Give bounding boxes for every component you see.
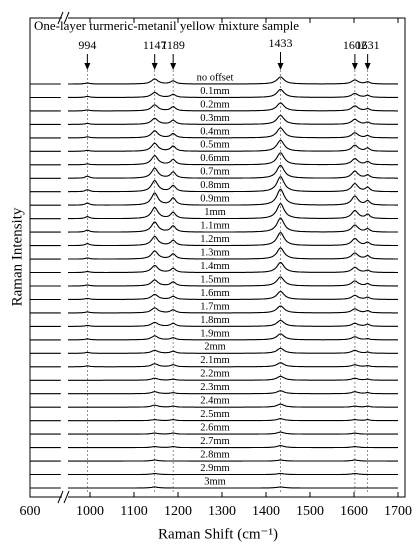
series-label: 0.6mm xyxy=(200,153,229,164)
series-label: 3mm xyxy=(204,476,226,487)
break-gap xyxy=(62,10,68,24)
break-gap xyxy=(62,491,68,505)
spectrum xyxy=(30,232,398,247)
chart-title: One-layer turmeric-metanil yellow mixtur… xyxy=(34,18,299,33)
series-label: 2.4mm xyxy=(200,396,229,407)
series-label: 1.2mm xyxy=(200,234,229,245)
series-label: 0.4mm xyxy=(200,126,229,137)
series-label: 2mm xyxy=(204,342,226,353)
spectrum xyxy=(30,333,398,341)
spectrum xyxy=(30,472,398,476)
series-label: 2.7mm xyxy=(200,436,229,447)
break-marks xyxy=(57,11,70,504)
spectrum xyxy=(30,403,398,408)
spectrum xyxy=(30,114,398,125)
peak-label: 1602 xyxy=(343,38,367,52)
x-tick-label: 1500 xyxy=(296,504,324,519)
spectrum xyxy=(30,362,398,368)
spectrum xyxy=(30,164,398,179)
series-label: 0.1mm xyxy=(200,86,229,97)
y-axis-label: Raman Intensity xyxy=(9,207,25,306)
spectrum xyxy=(30,217,398,233)
peak-arrowhead xyxy=(351,63,358,70)
spectrum xyxy=(30,431,398,435)
peak-arrowhead xyxy=(151,63,158,70)
spectrum xyxy=(30,188,398,206)
series-label: 2.3mm xyxy=(200,382,229,393)
series-label: 1mm xyxy=(204,207,226,218)
series-label: 1.8mm xyxy=(200,315,229,326)
spectrum xyxy=(30,127,398,139)
series-label: 2.9mm xyxy=(200,463,229,474)
series-label: 2.2mm xyxy=(200,369,229,380)
spectrum xyxy=(30,139,398,152)
spectrum xyxy=(30,88,398,99)
spectrum xyxy=(30,445,398,449)
x-tick-label: 1000 xyxy=(76,504,104,519)
series-label: no offset xyxy=(197,72,234,83)
spectrum xyxy=(30,276,398,287)
series-label: 2.5mm xyxy=(200,409,229,420)
spectrum xyxy=(30,102,398,112)
spectrum xyxy=(30,390,398,395)
spectrum xyxy=(30,247,398,260)
spectrum xyxy=(30,319,398,327)
spectrum xyxy=(30,76,398,85)
spectrum xyxy=(30,152,398,166)
spectrum xyxy=(30,459,398,462)
peak-arrowhead xyxy=(364,63,371,70)
peak-label: 1631 xyxy=(356,38,380,52)
series-label: 0.2mm xyxy=(200,99,229,110)
series-label: 0.8mm xyxy=(200,180,229,191)
peak-label: 994 xyxy=(78,38,96,52)
series-label: 0.7mm xyxy=(200,167,229,178)
spectrum xyxy=(30,203,398,220)
series-label: 2.1mm xyxy=(200,355,229,366)
x-tick-label: 600 xyxy=(20,504,41,519)
series-label: 1.4mm xyxy=(200,261,229,272)
spectrum xyxy=(30,305,398,314)
x-tick-label: 1600 xyxy=(340,504,368,519)
spectrum xyxy=(30,290,398,301)
series-label: 1.6mm xyxy=(200,288,229,299)
peak-arrowhead xyxy=(84,63,91,70)
series-label: 1.7mm xyxy=(200,301,229,312)
peak-label: 1433 xyxy=(269,36,293,50)
series-label: 1.1mm xyxy=(200,221,229,232)
series-label: 0.9mm xyxy=(200,194,229,205)
peak-arrowhead xyxy=(170,63,177,70)
series-label: 2.8mm xyxy=(200,449,229,460)
series-label: 1.3mm xyxy=(200,247,229,258)
series-label: 1.9mm xyxy=(200,328,229,339)
series-label: 0.5mm xyxy=(200,140,229,151)
x-tick-label: 1100 xyxy=(120,504,147,519)
x-tick-label: 1300 xyxy=(208,504,236,519)
x-axis-label: Raman Shift (cm⁻¹) xyxy=(158,526,278,542)
x-tick-label: 1200 xyxy=(164,504,192,519)
spectrum xyxy=(30,418,398,422)
series-label: 0.3mm xyxy=(200,113,229,124)
x-tick-label: 1400 xyxy=(252,504,280,519)
x-tick-label: 1700 xyxy=(384,504,412,519)
spectrum xyxy=(30,176,398,193)
series-label: 1.5mm xyxy=(200,274,229,285)
spectrum xyxy=(30,347,398,354)
spectrum xyxy=(30,486,398,489)
series-label: 2.6mm xyxy=(200,423,229,434)
peak-arrowhead xyxy=(277,63,284,70)
spectrum xyxy=(30,262,398,274)
peak-label: 1147 xyxy=(143,38,167,52)
plot-frame xyxy=(29,17,406,498)
peak-label: 1189 xyxy=(161,38,185,52)
spectrum xyxy=(30,375,398,381)
